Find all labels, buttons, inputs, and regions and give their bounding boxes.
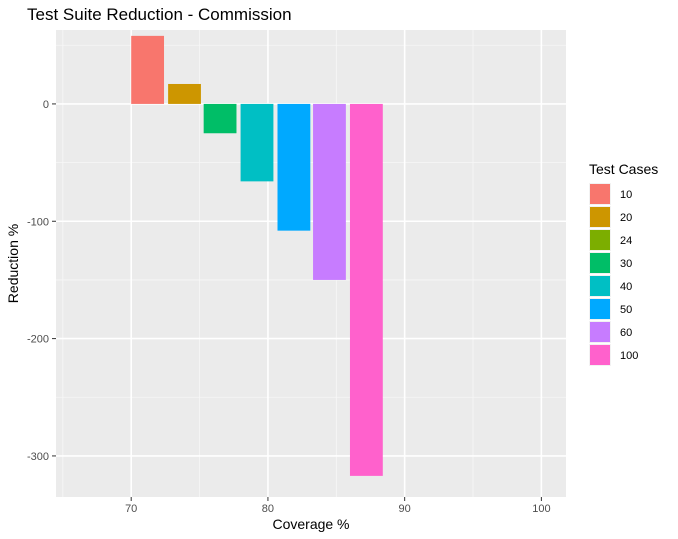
legend-label-20: 20 xyxy=(620,212,632,224)
legend-key-40 xyxy=(590,276,610,296)
bar-10 xyxy=(131,35,165,104)
chart-title: Test Suite Reduction - Commission xyxy=(27,5,292,24)
y-axis-title: Reduction % xyxy=(5,224,21,303)
bar-100 xyxy=(349,103,383,476)
legend-key-30 xyxy=(590,253,610,273)
legend-label-50: 50 xyxy=(620,304,632,316)
legend-label-100: 100 xyxy=(620,350,638,362)
y-tick-label: -100 xyxy=(27,216,49,228)
bars xyxy=(131,35,383,476)
legend-label-10: 10 xyxy=(620,189,632,201)
grid-major xyxy=(56,30,566,497)
legend-label-24: 24 xyxy=(620,235,632,247)
legend-label-40: 40 xyxy=(620,281,632,293)
x-axis-ticks: 70 80 90 100 xyxy=(125,497,551,515)
x-tick-label: 90 xyxy=(399,503,411,515)
y-tick-label: -300 xyxy=(27,451,49,463)
legend: Test Cases 10 20 24 30 40 50 60 100 xyxy=(589,161,658,366)
x-tick-label: 80 xyxy=(262,503,274,515)
x-axis-title: Coverage % xyxy=(272,516,349,532)
legend-key-100 xyxy=(590,345,610,365)
y-tick-label: 0 xyxy=(43,99,49,111)
y-tick-label: -200 xyxy=(27,334,49,346)
legend-key-10 xyxy=(590,184,610,204)
x-tick-label: 100 xyxy=(532,503,550,515)
x-tick-label: 70 xyxy=(125,503,137,515)
plot-panel xyxy=(56,30,566,497)
legend-key-50 xyxy=(590,299,610,319)
legend-key-20 xyxy=(590,207,610,227)
legend-key-24 xyxy=(590,230,610,250)
y-axis-ticks: 0 -100 -200 -300 xyxy=(27,99,56,463)
bar-60 xyxy=(313,103,346,280)
bar-30 xyxy=(203,103,237,134)
legend-label-60: 60 xyxy=(620,327,632,339)
legend-title: Test Cases xyxy=(589,161,658,177)
legend-key-60 xyxy=(590,322,610,342)
legend-label-30: 30 xyxy=(620,258,632,270)
bar-50 xyxy=(277,103,311,231)
bar-20 xyxy=(168,83,201,104)
bar-40 xyxy=(240,103,274,182)
